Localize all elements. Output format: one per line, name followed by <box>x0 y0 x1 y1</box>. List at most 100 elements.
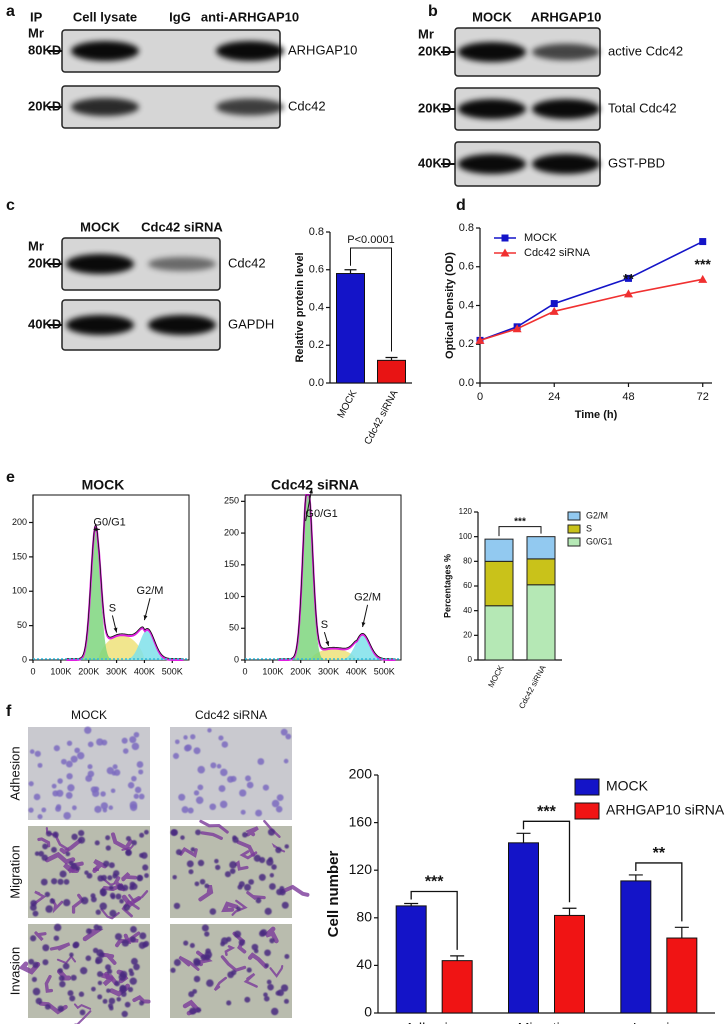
cell <box>51 846 57 853</box>
x-tick-label: 200K <box>78 666 99 676</box>
legend-label: Cdc42 siRNA <box>524 247 591 259</box>
cell <box>30 904 37 911</box>
cell <box>206 979 214 987</box>
cell <box>101 874 107 881</box>
cell <box>124 1001 131 1008</box>
cell <box>257 758 265 765</box>
annotation: *** <box>537 804 556 821</box>
cell <box>138 769 144 775</box>
band <box>71 98 139 116</box>
cell <box>56 804 62 810</box>
panel-label: f <box>6 703 12 720</box>
cell <box>63 811 71 820</box>
cell <box>70 862 78 870</box>
cell-process <box>247 952 268 969</box>
cell <box>44 1003 51 1010</box>
cell-process <box>121 894 142 908</box>
cell <box>34 851 40 856</box>
cell <box>174 739 180 745</box>
cell <box>53 923 62 932</box>
bar <box>441 960 473 1014</box>
bar <box>508 842 539 1014</box>
cell <box>172 752 180 760</box>
cell <box>207 728 212 733</box>
marker-label: 40KD <box>418 155 451 170</box>
cell-process <box>63 862 80 874</box>
y-tick-label: 100 <box>12 586 27 596</box>
cell <box>105 835 111 841</box>
cell <box>118 973 127 981</box>
bar <box>377 359 406 384</box>
cell <box>210 762 217 769</box>
cell <box>197 859 205 867</box>
cell <box>245 775 251 782</box>
cell-process <box>231 899 248 916</box>
lane-label: anti-ARHGAP10 <box>201 9 299 24</box>
plot-title: MOCK <box>82 477 125 493</box>
cell <box>283 758 289 764</box>
bar-segment <box>484 538 514 562</box>
cell <box>53 935 60 941</box>
cell <box>65 851 71 857</box>
cell <box>267 828 276 836</box>
cell <box>193 790 200 796</box>
cell <box>139 832 145 838</box>
cell <box>115 893 122 900</box>
band <box>532 99 600 119</box>
band <box>458 42 526 62</box>
x-tick-label: Adhesion <box>405 1020 463 1024</box>
cell <box>32 910 39 917</box>
cell <box>32 961 39 969</box>
cell <box>110 894 116 900</box>
cell <box>71 833 78 841</box>
x-tick-label: MOCK <box>486 663 506 689</box>
cell <box>32 987 41 996</box>
cell <box>133 793 139 799</box>
cell-process <box>73 1003 92 1010</box>
mr-label: Mr <box>418 26 434 41</box>
cell <box>29 749 35 754</box>
cell <box>31 976 37 983</box>
y-tick-label: 0 <box>22 654 27 664</box>
cell <box>238 881 245 888</box>
cell <box>121 939 130 947</box>
micrograph <box>170 924 292 1018</box>
cell <box>236 906 241 911</box>
cell <box>97 994 103 1000</box>
cell <box>201 924 209 932</box>
bracket <box>350 247 392 352</box>
cell <box>119 985 127 994</box>
band <box>532 43 600 61</box>
mr-label: Mr <box>28 25 44 40</box>
y-tick-label: 0.6 <box>309 264 324 276</box>
y-tick-label: 40 <box>356 956 372 972</box>
marker <box>512 324 522 333</box>
arrow-head <box>361 622 366 627</box>
cell <box>214 858 219 864</box>
cell-process <box>31 890 47 906</box>
x-tick-label: 100K <box>50 666 71 676</box>
cell <box>131 775 137 782</box>
cell-process <box>199 819 229 834</box>
cell <box>281 901 289 909</box>
cell <box>232 836 239 843</box>
arrow-head <box>95 527 100 532</box>
marker-label: 40KD <box>28 316 61 331</box>
cell-process <box>178 955 200 971</box>
lane-label: MOCK <box>80 219 120 234</box>
cell <box>80 896 89 905</box>
cell <box>195 829 201 836</box>
cell <box>131 839 137 846</box>
y-tick-label: 50 <box>229 623 239 633</box>
cell <box>140 852 148 859</box>
histogram-fill <box>66 635 184 660</box>
cell <box>233 930 242 938</box>
cell <box>268 857 273 862</box>
cell <box>276 794 284 802</box>
cell <box>41 854 48 861</box>
cell <box>253 948 259 954</box>
band <box>216 98 284 116</box>
micrograph <box>28 726 150 820</box>
cell <box>69 952 74 958</box>
cell <box>142 864 149 871</box>
